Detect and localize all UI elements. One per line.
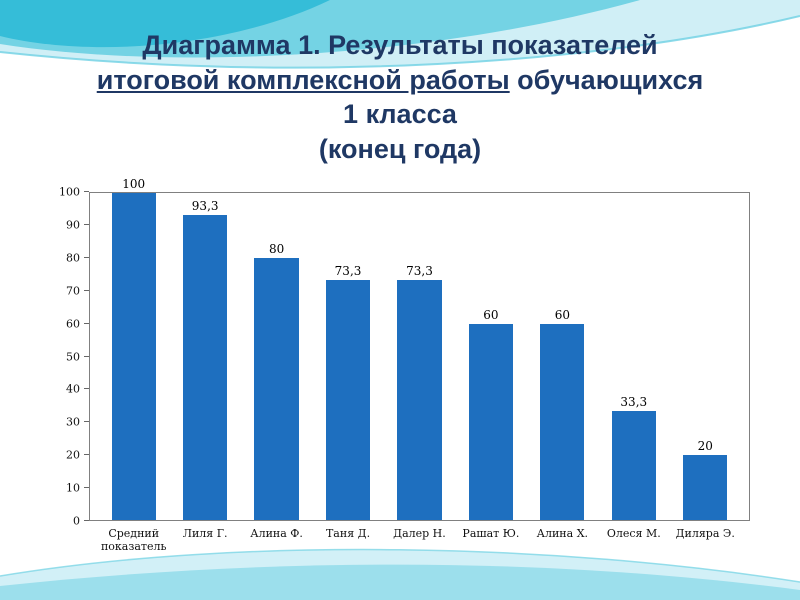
bar-column: 73,3	[312, 193, 383, 520]
bottom-wave-mid-band	[0, 564, 800, 600]
y-tick-label: 30	[66, 415, 80, 429]
bar-value-label: 73,3	[406, 264, 433, 279]
y-tickmark	[84, 487, 89, 489]
bar-column: 80	[241, 193, 312, 520]
y-tick-label: 100	[59, 185, 80, 199]
category-label: Олеся М.	[606, 527, 661, 540]
bar	[540, 323, 585, 520]
y-tick-label: 50	[66, 350, 80, 363]
title-line1: Диаграмма 1. Результаты показателей	[142, 30, 658, 60]
bar-value-label: 100	[122, 177, 146, 191]
bar-column: 73,3	[384, 193, 455, 520]
y-tick-label: 90	[66, 218, 80, 232]
y-tick-label: 60	[66, 317, 80, 331]
y-tickmark	[84, 388, 89, 390]
y-tickmark	[84, 191, 89, 192]
title-line2-underlined: итоговой комплексной работы	[96, 64, 510, 95]
bar-value-label: 20	[697, 438, 713, 453]
bar-value-label: 73,3	[334, 264, 362, 279]
category-label: Алина Х.	[536, 527, 589, 540]
category-label: Средний показатель	[100, 527, 167, 554]
y-tick-label: 20	[66, 448, 80, 462]
y-tickmark	[84, 355, 89, 357]
chart-main: 0 10 20 30 40 50 60 70 80 90 100 100 93,3 80 73,3 73,3…	[55, 178, 750, 527]
y-axis: 0 10 20 30 40 50 60 70 80 90 100	[55, 187, 89, 527]
y-tick-label: 80	[66, 251, 80, 265]
bar-column: 60	[455, 193, 526, 520]
y-tick-label: 0	[73, 514, 80, 528]
bar	[611, 411, 656, 520]
y-tickmark	[84, 322, 89, 324]
bar	[254, 258, 299, 520]
bar-column: 20	[670, 193, 741, 520]
y-tick-label: 70	[66, 284, 80, 298]
category-label: Алина Ф.	[250, 527, 303, 540]
bars: 100 93,3 80 73,3 73,3 60 60 33,3 20	[89, 178, 750, 521]
bar-column: 100	[98, 178, 169, 520]
bar-value-label: 80	[268, 242, 285, 257]
bar-column: 60	[527, 193, 598, 520]
bar-value-label: 60	[554, 307, 570, 322]
bar	[111, 193, 156, 520]
bar-chart: 0 10 20 30 40 50 60 70 80 90 100 100 93,3 80 73,3 73,3…	[55, 178, 750, 567]
bar-value-label: 93,3	[191, 198, 219, 213]
category-label: Таня Д.	[325, 527, 371, 540]
title-line3: 1 класса	[343, 99, 457, 130]
bar	[325, 280, 371, 520]
category-label: Лиля Г.	[182, 527, 228, 540]
y-tickmark	[84, 421, 89, 423]
y-tickmark	[84, 454, 89, 456]
bar-value-label: 60	[483, 307, 499, 322]
title-line4: (конец года)	[318, 133, 482, 164]
y-tickmark	[84, 223, 89, 225]
bar-value-label: 33,3	[620, 395, 648, 410]
bar	[183, 214, 228, 520]
y-tick-label: 10	[66, 481, 80, 495]
title-line2-rest: обучающихся	[509, 64, 704, 95]
y-tickmark	[84, 520, 89, 521]
y-tick-label: 40	[66, 382, 80, 396]
y-tickmark	[84, 256, 89, 258]
x-axis-labels: Средний показатель Лиля Г. Алина Ф. Таня Д.…	[89, 521, 750, 567]
category-label: Далер Н.	[393, 527, 446, 540]
bar	[683, 454, 728, 520]
category-label: Рашат Ю.	[462, 527, 520, 540]
y-tickmark	[84, 289, 89, 291]
bar	[397, 280, 442, 520]
bar	[468, 323, 514, 520]
category-label: Диляра Э.	[675, 527, 735, 540]
slide-title: Диаграмма 1. Результаты показателей итог…	[20, 28, 780, 166]
bar-column: 93,3	[169, 193, 240, 520]
bar-column: 33,3	[598, 193, 669, 520]
